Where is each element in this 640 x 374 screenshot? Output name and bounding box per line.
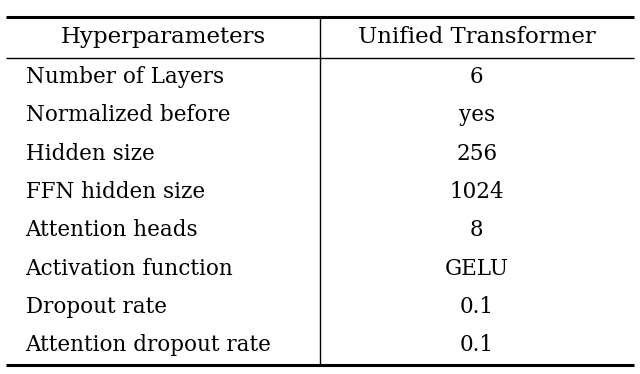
Text: Normalized before: Normalized before	[26, 104, 230, 126]
Text: Activation function: Activation function	[26, 258, 234, 280]
Text: Number of Layers: Number of Layers	[26, 66, 224, 88]
Text: Hyperparameters: Hyperparameters	[61, 27, 266, 48]
Text: yes: yes	[459, 104, 495, 126]
Text: 0.1: 0.1	[460, 334, 494, 356]
Text: Dropout rate: Dropout rate	[26, 296, 166, 318]
Text: Hidden size: Hidden size	[26, 143, 154, 165]
Text: FFN hidden size: FFN hidden size	[26, 181, 205, 203]
Text: Unified Transformer: Unified Transformer	[358, 27, 596, 48]
Text: 256: 256	[456, 143, 497, 165]
Text: GELU: GELU	[445, 258, 509, 280]
Text: 6: 6	[470, 66, 484, 88]
Text: Attention heads: Attention heads	[26, 220, 198, 242]
Text: 0.1: 0.1	[460, 296, 494, 318]
Text: 8: 8	[470, 220, 484, 242]
Text: Attention dropout rate: Attention dropout rate	[26, 334, 271, 356]
Text: 1024: 1024	[449, 181, 504, 203]
